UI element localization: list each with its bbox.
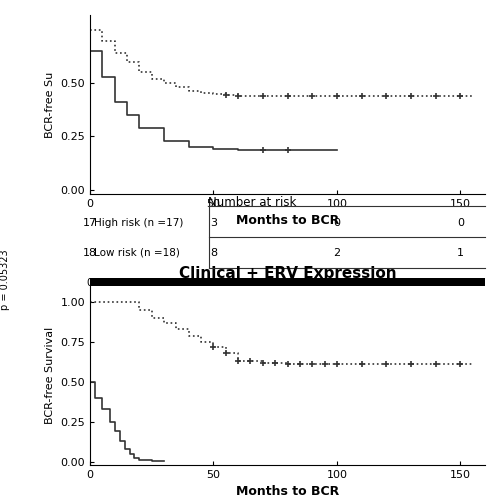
Text: Number at risk: Number at risk [208, 196, 297, 208]
Text: 150: 150 [450, 278, 470, 287]
Text: 100: 100 [327, 278, 346, 287]
Text: 0: 0 [87, 278, 93, 287]
Text: High risk (n =17): High risk (n =17) [94, 218, 184, 228]
Text: 0: 0 [457, 218, 464, 228]
X-axis label: Months to BCR: Months to BCR [236, 486, 339, 498]
Y-axis label: BCR-free Su: BCR-free Su [45, 72, 55, 138]
Text: 0: 0 [334, 218, 340, 228]
Text: 18: 18 [83, 248, 97, 258]
Text: 50: 50 [207, 278, 220, 287]
Text: Months to BCR: Months to BCR [236, 293, 339, 306]
X-axis label: Months to BCR: Months to BCR [236, 214, 339, 228]
Text: 17: 17 [83, 218, 97, 228]
Title: Clinical + ERV Expression: Clinical + ERV Expression [178, 266, 396, 281]
Text: p = 0.05323: p = 0.05323 [0, 250, 10, 310]
Y-axis label: BCR-free Survival: BCR-free Survival [45, 327, 55, 424]
Text: 3: 3 [210, 218, 217, 228]
Text: 2: 2 [334, 248, 340, 258]
Text: 8: 8 [210, 248, 217, 258]
Text: 1: 1 [457, 248, 464, 258]
Text: Low risk (n =18): Low risk (n =18) [94, 248, 180, 258]
